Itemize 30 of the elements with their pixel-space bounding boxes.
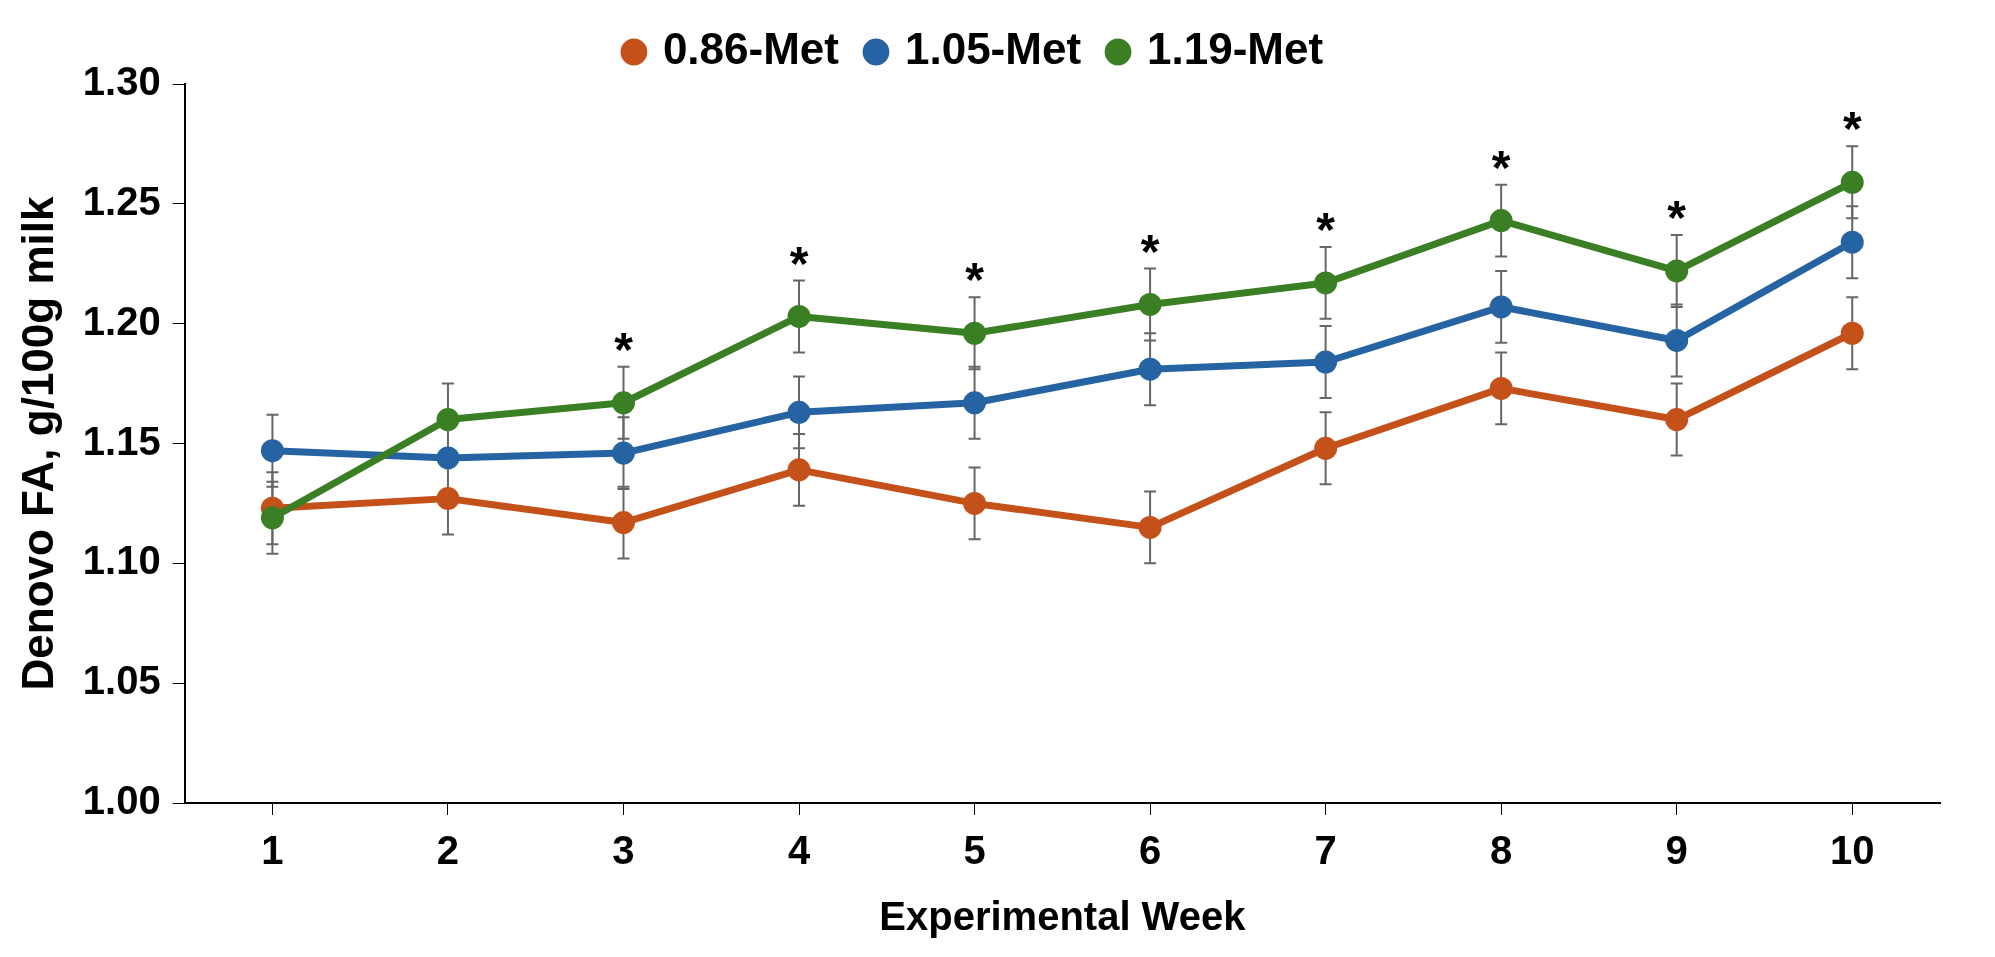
y-tick-label: 1.30 [82,59,161,104]
x-tick-label: 7 [1314,828,1337,873]
annotation: * [1140,224,1160,278]
y-tick-label: 1.10 [82,538,161,583]
annotation: * [1491,140,1511,194]
x-tick-label: 2 [436,828,460,873]
annotation: * [1316,203,1336,257]
x-tick-label: 4 [787,828,811,873]
annotation: * [965,253,985,307]
x-tick-label: 1 [261,828,284,873]
y-tick-label: 1.25 [82,178,161,223]
x-tick-label: 6 [1138,828,1162,873]
x-tick-label: 3 [612,828,635,873]
legend-label: 1.19-Met [1147,24,1324,74]
y-tick-label: 1.20 [82,298,161,343]
x-tick-label: 9 [1665,828,1688,873]
annotation: * [1667,191,1687,245]
legend-label: 0.86-Met [662,24,840,74]
x-axis-title: Experimental Week [879,894,1247,939]
y-tick-label: 1.00 [82,778,161,823]
x-tick-label: 8 [1490,828,1513,873]
y-tick-label: 1.05 [82,658,161,703]
y-tick-label: 1.15 [82,418,161,463]
x-tick-label: 10 [1829,828,1875,873]
legend-label: 1.05-Met [904,24,1082,74]
x-tick-label: 5 [963,828,986,873]
annotation: * [789,236,809,290]
annotation: * [614,322,634,376]
annotation: * [1842,102,1862,156]
y-axis-title: Denovo FA, g/100g milk [12,196,62,691]
